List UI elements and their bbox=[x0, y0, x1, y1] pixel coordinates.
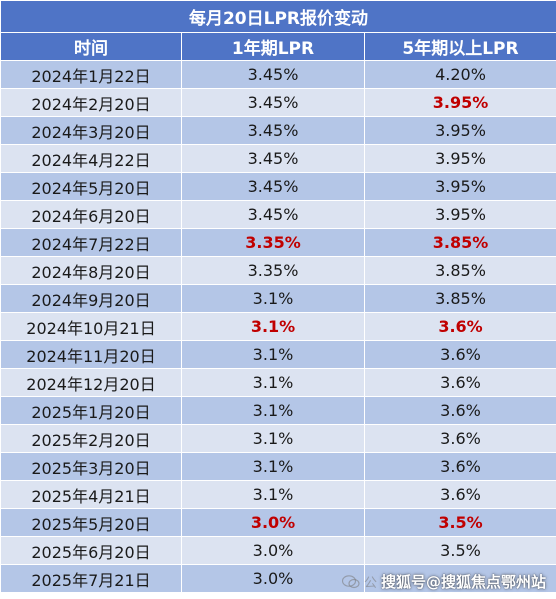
table-row: 2024年1月22日 3.45% 4.20% bbox=[0, 60, 556, 89]
table-row: 2025年3月20日 3.1% 3.6% bbox=[0, 452, 556, 481]
date-cell: 2024年9月20日 bbox=[0, 284, 182, 313]
table-row: 2024年2月20日 3.45% 3.95% bbox=[0, 88, 556, 117]
table-row: 2025年5月20日 3.0% 3.5% bbox=[0, 508, 556, 537]
date-cell: 2025年2月20日 bbox=[0, 424, 182, 453]
lpr-5y-cell: 3.6% bbox=[364, 368, 556, 397]
watermark-text: 搜狐号@搜狐焦点鄂州站 bbox=[380, 573, 546, 591]
date-cell: 2024年12月20日 bbox=[0, 368, 182, 397]
header-lpr-5y: 5年期以上LPR bbox=[364, 32, 556, 61]
date-cell: 2025年4月21日 bbox=[0, 480, 182, 509]
lpr-1y-cell: 3.45% bbox=[181, 116, 365, 145]
lpr-5y-cell: 3.95% bbox=[364, 172, 556, 201]
date-cell: 2025年1月20日 bbox=[0, 396, 182, 425]
lpr-5y-cell bbox=[364, 564, 556, 593]
lpr-5y-cell: 3.85% bbox=[364, 228, 556, 257]
lpr-5y-cell: 3.6% bbox=[364, 396, 556, 425]
date-cell: 2024年2月20日 bbox=[0, 88, 182, 117]
table-row: 2024年5月20日 3.45% 3.95% bbox=[0, 172, 556, 201]
lpr-1y-cell: 3.35% bbox=[181, 256, 365, 285]
lpr-1y-cell: 3.0% bbox=[181, 564, 365, 593]
header-row: 时间 1年期LPR 5年期以上LPR bbox=[0, 32, 556, 61]
lpr-5y-cell: 3.6% bbox=[364, 312, 556, 341]
table-row: 2024年10月21日 3.1% 3.6% bbox=[0, 312, 556, 341]
lpr-1y-cell: 3.45% bbox=[181, 60, 365, 89]
lpr-5y-cell: 3.5% bbox=[364, 508, 556, 537]
title-row: 每月20日LPR报价变动 bbox=[0, 0, 556, 33]
lpr-1y-cell: 3.45% bbox=[181, 144, 365, 173]
lpr-5y-cell: 3.95% bbox=[364, 200, 556, 229]
date-cell: 2024年6月20日 bbox=[0, 200, 182, 229]
lpr-1y-cell: 3.1% bbox=[181, 452, 365, 481]
lpr-5y-cell: 3.6% bbox=[364, 340, 556, 369]
date-cell: 2025年3月20日 bbox=[0, 452, 182, 481]
date-cell: 2025年5月20日 bbox=[0, 508, 182, 537]
date-cell: 2024年4月22日 bbox=[0, 144, 182, 173]
lpr-5y-cell: 3.95% bbox=[364, 144, 556, 173]
lpr-1y-cell: 3.0% bbox=[181, 536, 365, 565]
date-cell: 2024年11月20日 bbox=[0, 340, 182, 369]
lpr-1y-cell: 3.1% bbox=[181, 424, 365, 453]
table-row: 2025年2月20日 3.1% 3.6% bbox=[0, 424, 556, 453]
wechat-icon bbox=[341, 574, 360, 588]
header-lpr-1y: 1年期LPR bbox=[181, 32, 365, 61]
lpr-5y-cell: 3.85% bbox=[364, 284, 556, 313]
lpr-5y-cell: 3.6% bbox=[364, 452, 556, 481]
table-row: 2024年4月22日 3.45% 3.95% bbox=[0, 144, 556, 173]
table-title: 每月20日LPR报价变动 bbox=[0, 0, 556, 33]
date-cell: 2024年10月21日 bbox=[0, 312, 182, 341]
date-cell: 2024年1月22日 bbox=[0, 60, 182, 89]
date-cell: 2025年7月21日 bbox=[0, 564, 182, 593]
lpr-1y-cell: 3.1% bbox=[181, 368, 365, 397]
lpr-5y-cell: 3.6% bbox=[364, 424, 556, 453]
table-row: 2025年1月20日 3.1% 3.6% bbox=[0, 396, 556, 425]
lpr-1y-cell: 3.1% bbox=[181, 396, 365, 425]
lpr-1y-cell: 3.45% bbox=[181, 200, 365, 229]
table-body: 2024年1月22日 3.45% 4.20% 2024年2月20日 3.45% 3.95%… bbox=[0, 60, 556, 593]
lpr-1y-cell: 3.35% bbox=[181, 228, 365, 257]
date-cell: 2024年7月22日 bbox=[0, 228, 182, 257]
date-cell: 2024年8月20日 bbox=[0, 256, 182, 285]
table-row: 2024年8月20日 3.35% 3.85% bbox=[0, 256, 556, 285]
table-row: 2024年3月20日 3.45% 3.95% bbox=[0, 116, 556, 145]
table-row: 2025年6月20日 3.0% 3.5% bbox=[0, 536, 556, 565]
table-row: 2024年6月20日 3.45% 3.95% bbox=[0, 200, 556, 229]
table-row: 2024年11月20日 3.1% 3.6% bbox=[0, 340, 556, 369]
lpr-1y-cell: 3.1% bbox=[181, 284, 365, 313]
lpr-5y-cell: 3.95% bbox=[364, 116, 556, 145]
lpr-1y-cell: 3.1% bbox=[181, 340, 365, 369]
lpr-1y-cell: 3.1% bbox=[181, 312, 365, 341]
lpr-5y-cell: 3.95% bbox=[364, 88, 556, 117]
header-date: 时间 bbox=[0, 32, 182, 61]
lpr-5y-cell: 3.6% bbox=[364, 480, 556, 509]
watermark: 公 搜狐号@搜狐焦点鄂州站 bbox=[341, 571, 546, 592]
date-cell: 2024年5月20日 bbox=[0, 172, 182, 201]
table-row: 2024年7月22日 3.35% 3.85% bbox=[0, 228, 556, 257]
date-cell: 2025年6月20日 bbox=[0, 536, 182, 565]
lpr-1y-cell: 3.0% bbox=[181, 508, 365, 537]
lpr-1y-cell: 3.45% bbox=[181, 88, 365, 117]
lpr-5y-cell: 3.5% bbox=[364, 536, 556, 565]
table-row: 2025年4月21日 3.1% 3.6% bbox=[0, 480, 556, 509]
table-row: 2024年12月20日 3.1% 3.6% bbox=[0, 368, 556, 397]
watermark-faint-text: 公 bbox=[363, 576, 377, 591]
table-row: 2024年9月20日 3.1% 3.85% bbox=[0, 284, 556, 313]
table-row: 2025年7月21日 3.0% bbox=[0, 564, 556, 593]
lpr-5y-cell: 3.85% bbox=[364, 256, 556, 285]
lpr-1y-cell: 3.1% bbox=[181, 480, 365, 509]
lpr-1y-cell: 3.45% bbox=[181, 172, 365, 201]
date-cell: 2024年3月20日 bbox=[0, 116, 182, 145]
lpr-5y-cell: 4.20% bbox=[364, 60, 556, 89]
